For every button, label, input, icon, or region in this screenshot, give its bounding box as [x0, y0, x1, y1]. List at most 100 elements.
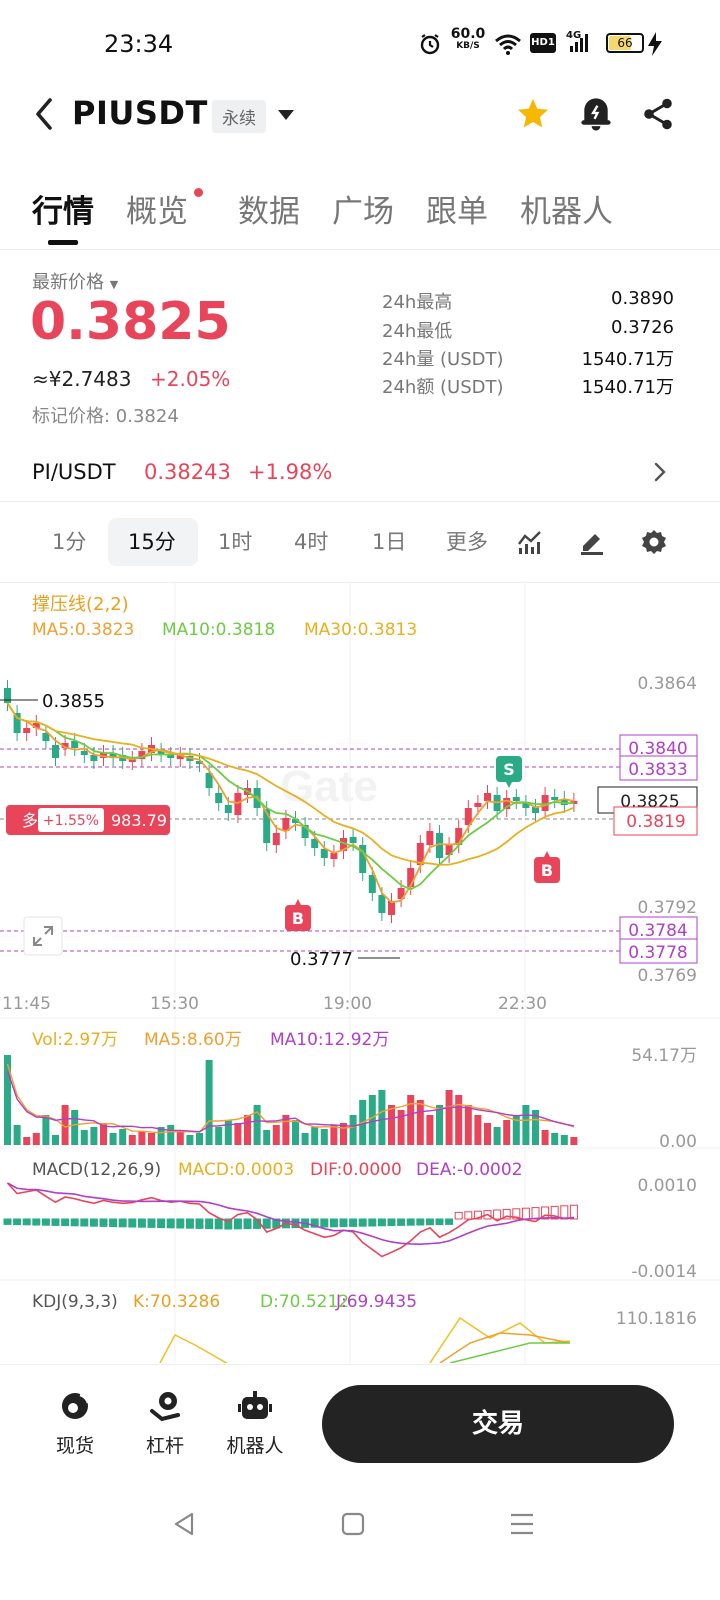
volume-bar [551, 1133, 559, 1145]
candle-body [61, 743, 69, 748]
robot-button[interactable]: 机器人 [220, 1389, 290, 1458]
symbol-title[interactable]: PIUSDT [72, 94, 208, 132]
fullscreen-icon[interactable] [23, 916, 63, 956]
macd-bar [13, 1218, 22, 1226]
kdj-d: D:70.5212 [260, 1292, 349, 1312]
candle-body [292, 819, 299, 823]
interval-more[interactable]: 更多 [446, 530, 488, 554]
draw-icon[interactable] [578, 528, 606, 556]
candle-body [349, 837, 357, 843]
volume-bar [474, 1115, 482, 1145]
volume-bar [455, 1095, 463, 1145]
interval-1h[interactable]: 1时 [218, 530, 253, 554]
volume-bar [532, 1110, 539, 1145]
settings-icon[interactable] [640, 528, 668, 556]
level-tag-0: 0.3840 [619, 734, 698, 760]
tab-copy-trading[interactable]: 跟单 [426, 194, 488, 230]
macd-bar [147, 1218, 156, 1228]
candle-body [311, 839, 319, 848]
interval-1d[interactable]: 1日 [372, 530, 407, 554]
spot-pair: PI/USDT [32, 460, 116, 484]
macd-bar [89, 1218, 98, 1227]
position-size: 983.79 [111, 811, 167, 830]
volume-bar [397, 1110, 405, 1145]
volume-bar [349, 1115, 357, 1145]
cny-price: ≈¥2.7483 [32, 367, 132, 391]
interval-15m[interactable]: 15分 [128, 530, 176, 554]
vol-min: 0.00 [659, 1132, 697, 1152]
level-tag-1: 0.3833 [619, 755, 698, 781]
price-type-label: 最新价格 [32, 272, 104, 293]
macd-bar [137, 1218, 146, 1228]
candle-body [109, 753, 117, 758]
interval-4h[interactable]: 4时 [294, 530, 329, 554]
buy-mark[interactable]: B [534, 851, 560, 883]
volume-bars [4, 1055, 578, 1145]
candle-body [551, 797, 559, 800]
stat-label-high: 24h最高 [382, 292, 453, 313]
volume-bar [311, 1127, 319, 1145]
macd-bar [205, 1218, 214, 1230]
buy-mark[interactable]: B [285, 899, 311, 931]
macd-bar [195, 1218, 204, 1229]
candle-body [128, 759, 136, 762]
macd-min: -0.0014 [631, 1262, 697, 1282]
kdj-lines [159, 1316, 571, 1366]
volume-bar [263, 1130, 271, 1145]
battery-level: 66 [617, 36, 633, 50]
share-icon[interactable] [640, 96, 676, 132]
price-type-selector[interactable]: 最新价格 ▼ [32, 268, 118, 294]
nav-home-icon[interactable] [340, 1510, 366, 1538]
candle-body [474, 803, 482, 807]
wifi-icon [495, 34, 521, 55]
tab-square[interactable]: 广场 [332, 194, 394, 230]
candle-body [416, 843, 424, 865]
macd-bar [99, 1218, 108, 1227]
macd-bar [358, 1218, 367, 1227]
volume-bar [4, 1055, 11, 1145]
candle-body [138, 751, 146, 759]
interval-selector: 1分 15分 1时 4时 1日 更多 [0, 516, 720, 570]
nav-back-icon[interactable] [170, 1510, 198, 1538]
volume-bar [128, 1135, 136, 1145]
tab-bots[interactable]: 机器人 [520, 194, 613, 230]
kline-chart[interactable]: Gate 撑压线(2,2) MA5:0.3823 MA10:0.3818 MA3… [0, 582, 720, 1366]
tab-market[interactable]: 行情 [32, 194, 94, 230]
macd-bar [41, 1218, 50, 1226]
sell-mark[interactable]: S [496, 756, 522, 788]
volume-bar [234, 1123, 242, 1145]
trade-button[interactable]: 交易 [322, 1385, 674, 1463]
interval-1m[interactable]: 1分 [52, 530, 87, 554]
volume-bar [484, 1123, 491, 1145]
contract-type-badge[interactable]: 永续 [212, 100, 266, 133]
indicator-icon[interactable] [516, 528, 544, 556]
chart-canvas[interactable]: Gate 撑压线(2,2) MA5:0.3823 MA10:0.3818 MA3… [0, 583, 720, 1366]
dif-line [6, 1182, 575, 1258]
back-icon[interactable] [30, 96, 60, 132]
net-speed: 60.0 KB/S [450, 27, 486, 52]
spot-price: 0.38243 [144, 460, 231, 484]
macd-bar [70, 1218, 79, 1227]
position-tag[interactable]: 多 +1.55% 983.79 [6, 805, 170, 835]
candle-body [445, 845, 453, 855]
vol-ma10-legend: MA10:12.92万 [270, 1030, 389, 1050]
candle-body [282, 818, 290, 831]
volume-bar [301, 1133, 309, 1145]
volume-bar [541, 1130, 549, 1145]
high-marker: 0.3855 [42, 691, 105, 712]
nav-menu-icon[interactable] [508, 1510, 536, 1538]
star-icon[interactable] [514, 96, 552, 132]
volume-bar [282, 1115, 290, 1145]
volume-bar [23, 1137, 31, 1145]
spot-button[interactable]: 现货 [40, 1389, 110, 1458]
margin-button[interactable]: 杠杆 [130, 1389, 200, 1458]
y-tick-mid: 0.3792 [638, 898, 697, 918]
spot-market-row[interactable]: PI/USDT 0.38243 +1.98% [0, 448, 720, 502]
candle-body [532, 807, 539, 813]
tab-data[interactable]: 数据 [238, 194, 300, 230]
macd-bar [185, 1218, 194, 1229]
tab-overview[interactable]: 概览 [126, 194, 188, 230]
watermark: Gate [280, 762, 378, 811]
bell-icon[interactable] [578, 94, 614, 132]
chevron-down-icon[interactable] [278, 110, 294, 120]
